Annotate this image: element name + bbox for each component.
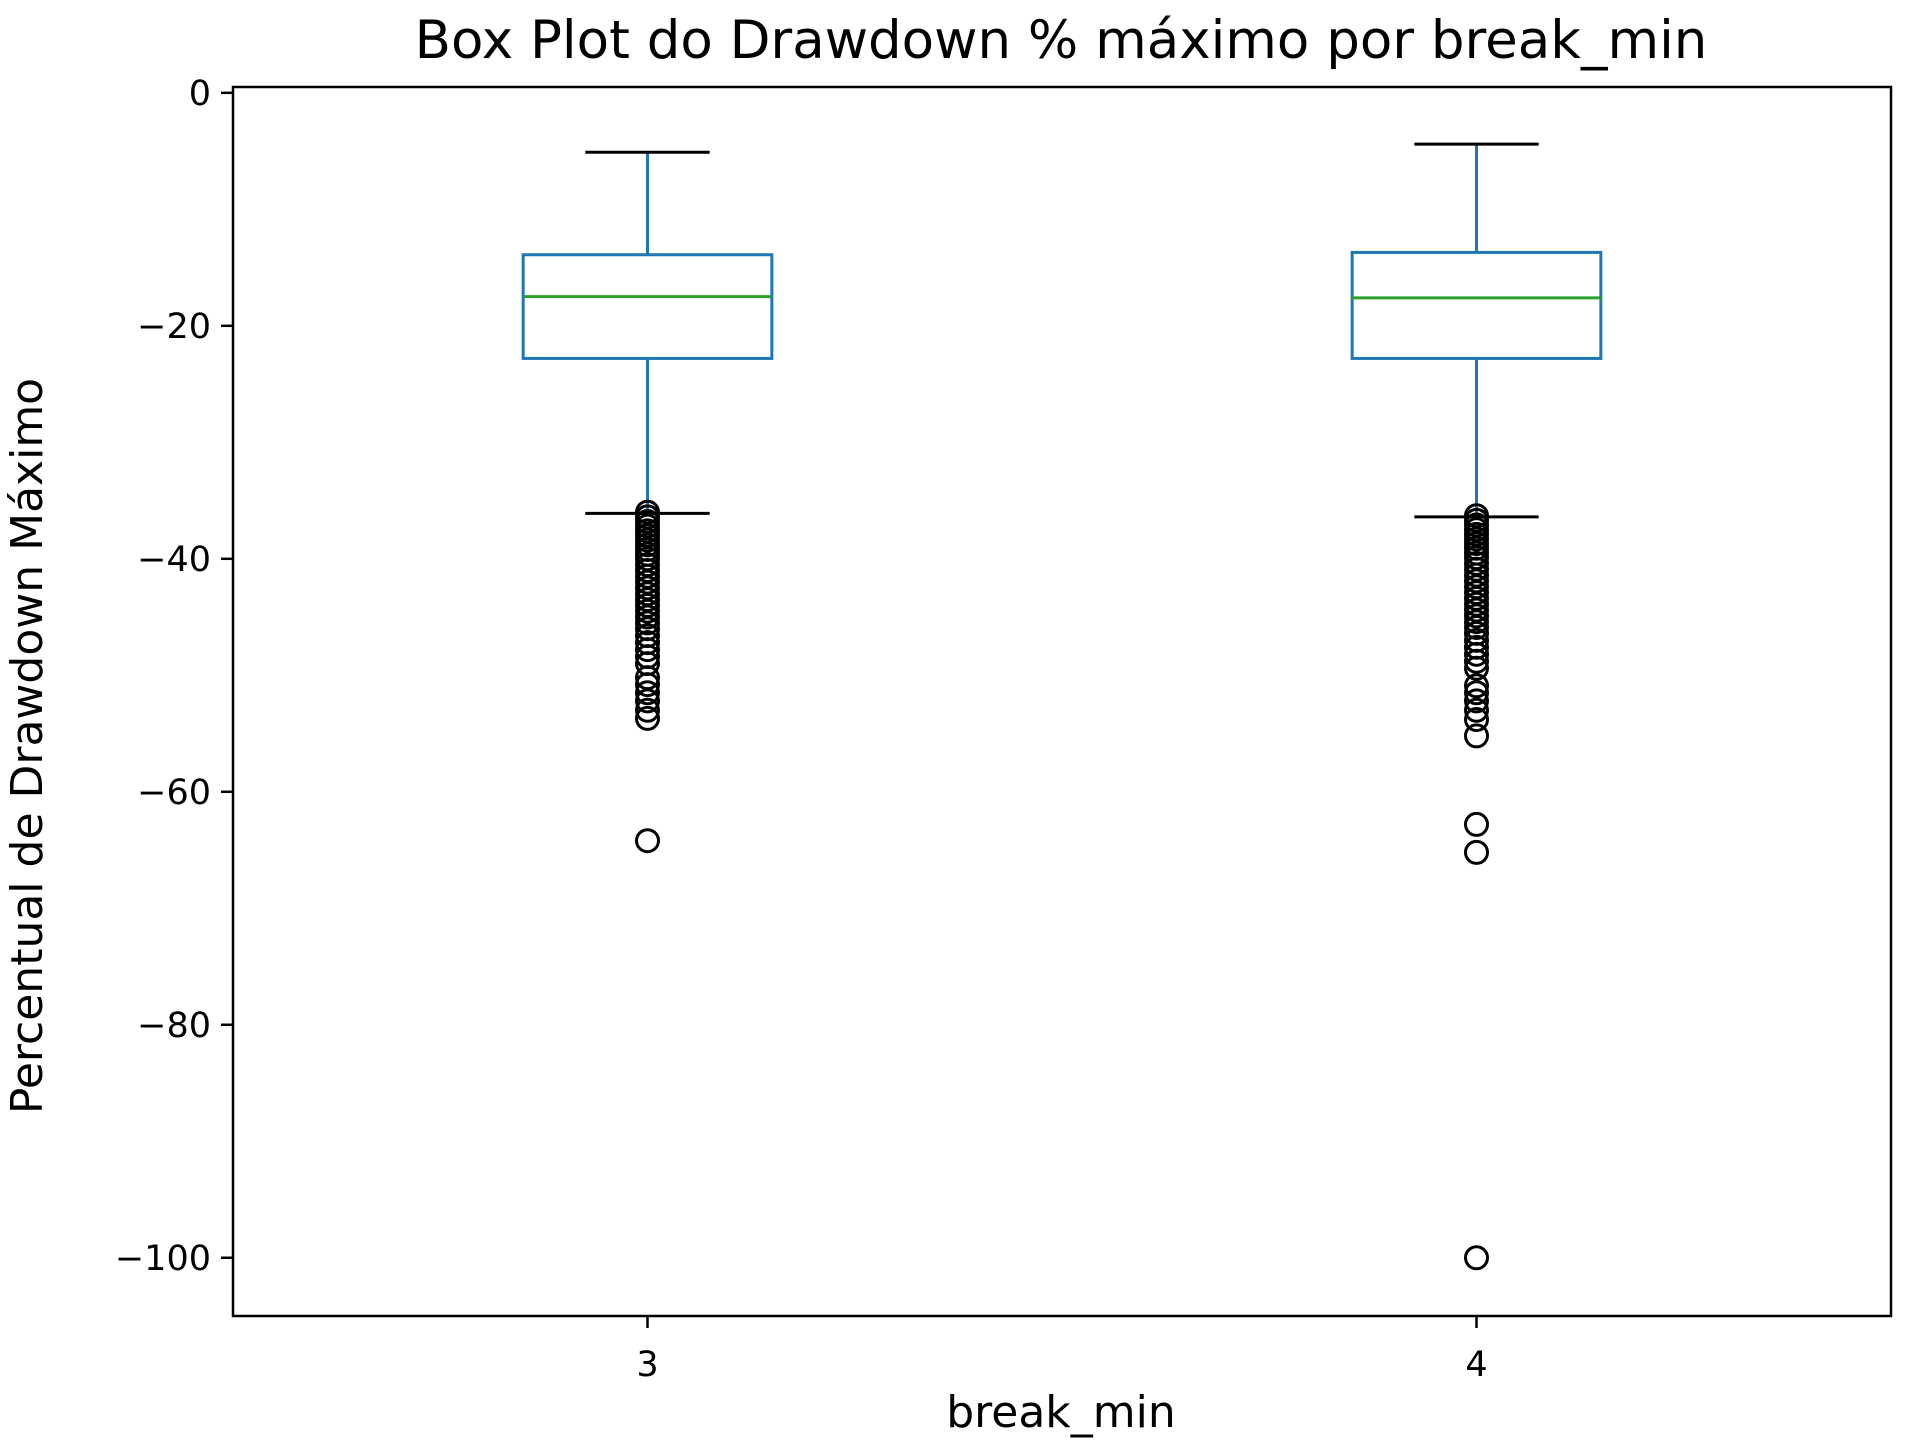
outlier-point <box>635 672 660 698</box>
y-tick-label: −60 <box>137 773 211 813</box>
x-tick-label: 3 <box>636 1345 658 1385</box>
plot-area <box>521 142 1603 1271</box>
y-tick-label: −80 <box>137 1006 211 1046</box>
y-axis-label: Percentual de Drawdown Máximo <box>2 378 53 1114</box>
outlier-point <box>635 688 660 714</box>
outlier-point <box>635 637 660 663</box>
outlier-point <box>1464 839 1489 865</box>
outlier-point <box>1464 688 1489 714</box>
outlier-point <box>1464 811 1489 837</box>
outlier-point <box>635 697 660 723</box>
outlier-point <box>1464 648 1489 674</box>
box-group-3 <box>521 150 774 854</box>
outlier-point <box>1464 697 1489 723</box>
outlier-point <box>1464 723 1489 749</box>
outlier-point <box>635 705 660 731</box>
iqr-box <box>1350 250 1603 360</box>
chart-title: Box Plot do Drawdown % máximo por break_… <box>415 10 1708 71</box>
outlier-point <box>1464 655 1489 681</box>
outlier-point <box>635 828 660 854</box>
y-tick-label: −20 <box>137 307 211 347</box>
outlier-point <box>635 680 660 706</box>
outlier-point <box>1464 1245 1489 1271</box>
y-tick-label: −100 <box>115 1239 211 1279</box>
box-group-4 <box>1350 142 1603 1271</box>
outlier-point <box>1464 707 1489 733</box>
y-tick-label: −40 <box>137 540 211 580</box>
x-axis-label: break_min <box>946 1387 1176 1438</box>
outlier-point <box>1464 673 1489 699</box>
y-axis: 0 −20 −40 −60 −80 −100 <box>115 74 233 1279</box>
iqr-box <box>521 253 774 360</box>
outlier-point <box>1464 680 1489 706</box>
outlier-point <box>1464 641 1489 667</box>
plot-frame <box>231 85 1893 1318</box>
x-tick-label: 4 <box>1465 1345 1487 1385</box>
y-tick-label: 0 <box>189 74 211 114</box>
